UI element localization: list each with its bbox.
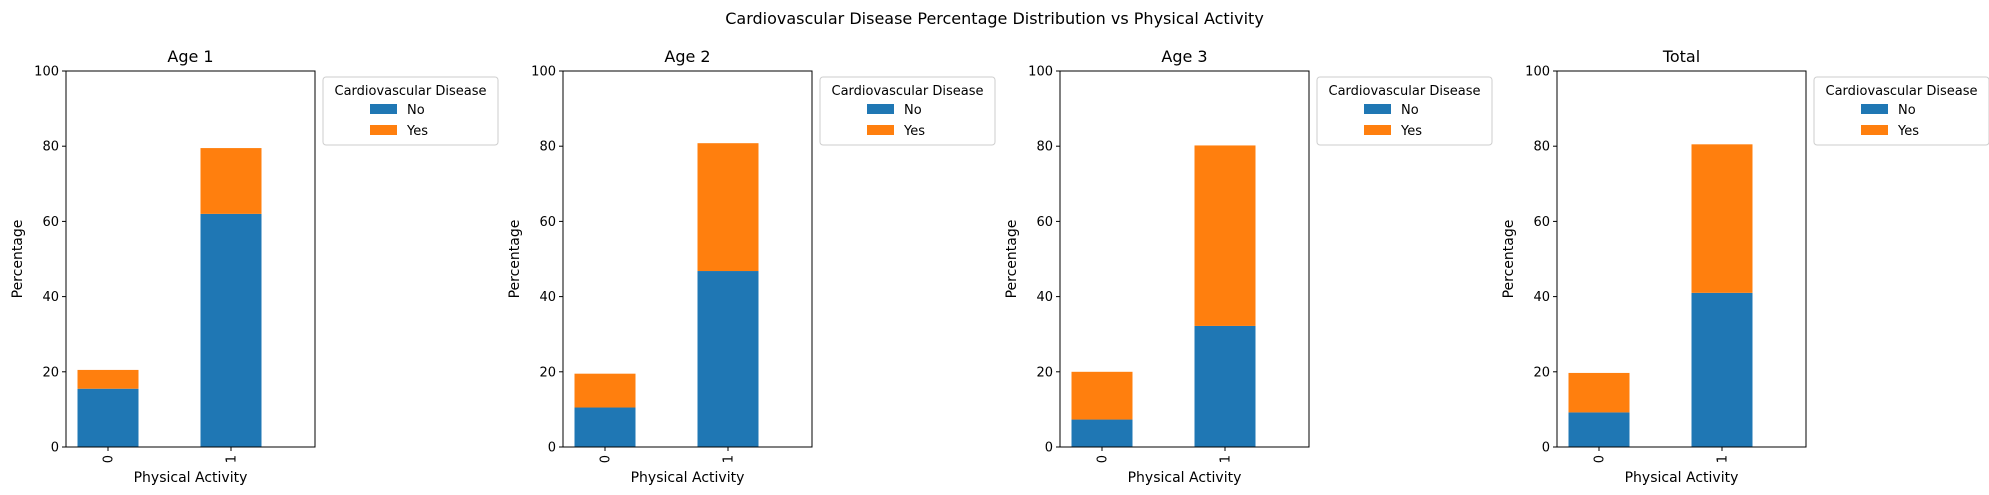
bar-no-0	[1568, 412, 1630, 447]
x-tick-label: 1	[225, 455, 240, 463]
y-axis-label: Percentage	[1501, 220, 1517, 299]
y-tick-label: 80	[539, 140, 556, 155]
y-tick-label: 20	[1533, 365, 1550, 380]
axes-frame	[562, 70, 813, 448]
panel-title: Age 1	[167, 47, 213, 66]
y-tick-label: 80	[1036, 140, 1053, 155]
axes-frame	[1556, 70, 1807, 448]
bar-yes-1	[200, 148, 262, 214]
legend-label-no: No	[1898, 103, 1916, 118]
legend-title: Cardiovascular Disease	[832, 84, 984, 99]
x-tick-label: 1	[1716, 455, 1731, 463]
bar-yes-0	[1568, 372, 1630, 413]
y-tick-label: 20	[539, 365, 556, 380]
x-tick-label: 1	[722, 455, 737, 463]
bar-yes-1	[697, 143, 759, 272]
legend-swatch-no	[867, 104, 894, 114]
panel-2: 0 20 40 60 80 100 0 1 Physical Activity Percentag…	[507, 47, 996, 486]
x-axis-label: Physical Activity	[1625, 470, 1739, 486]
axes-frame	[1059, 70, 1310, 448]
legend-title: Cardiovascular Disease	[1329, 84, 1481, 99]
y-tick-label: 40	[1533, 290, 1550, 305]
x-tick-label: 1	[1219, 455, 1234, 463]
figure-title: Cardiovascular Disease Percentage Distri…	[725, 9, 1264, 28]
y-tick-label: 60	[42, 215, 59, 230]
legend-swatch-yes	[867, 125, 894, 135]
panel-4: 0 20 40 60 80 100 0 1 Physical Activity Percentag…	[1501, 47, 1989, 486]
bar-yes-1	[1194, 145, 1256, 326]
y-tick-label: 0	[51, 441, 59, 456]
x-tick-label: 0	[599, 455, 614, 463]
bar-yes-0	[1071, 371, 1133, 420]
panel-title: Age 3	[1161, 47, 1207, 66]
legend-swatch-yes	[370, 125, 397, 135]
bar-no-0	[574, 407, 636, 447]
bar-yes-0	[77, 369, 139, 389]
legend-label-yes: Yes	[1897, 124, 1919, 139]
x-tick-label: 0	[1096, 455, 1111, 463]
legend-label-no: No	[904, 103, 922, 118]
y-tick-label: 0	[1045, 441, 1053, 456]
y-tick-label: 80	[42, 140, 59, 155]
y-tick-label: 60	[539, 215, 556, 230]
legend-label-no: No	[407, 103, 425, 118]
bar-yes-0	[574, 373, 636, 408]
legend-box	[819, 76, 996, 146]
legend-box	[1316, 76, 1493, 146]
legend-box	[322, 76, 499, 146]
y-tick-label: 100	[1028, 65, 1053, 80]
bar-no-1	[200, 213, 262, 447]
legend-title: Cardiovascular Disease	[1826, 84, 1978, 99]
y-axis-label: Percentage	[1004, 220, 1020, 299]
y-tick-label: 20	[1036, 365, 1053, 380]
legend-swatch-yes	[1364, 125, 1391, 135]
y-tick-label: 40	[539, 290, 556, 305]
y-tick-label: 0	[548, 441, 556, 456]
x-axis-label: Physical Activity	[631, 470, 745, 486]
y-tick-label: 100	[34, 65, 59, 80]
legend-label-no: No	[1401, 103, 1419, 118]
bar-no-1	[1691, 292, 1753, 447]
legend-swatch-no	[1364, 104, 1391, 114]
bar-yes-1	[1691, 144, 1753, 293]
legend-swatch-yes	[1861, 125, 1888, 135]
x-axis-label: Physical Activity	[1128, 470, 1242, 486]
panel-1: 0 20 40 60 80 100 0 1 Physical Activity Percentag…	[10, 47, 499, 486]
axes-frame	[65, 70, 316, 448]
y-tick-label: 100	[531, 65, 556, 80]
legend-swatch-no	[1861, 104, 1888, 114]
y-axis-label: Percentage	[10, 220, 26, 299]
y-tick-label: 0	[1542, 441, 1550, 456]
legend-title: Cardiovascular Disease	[335, 84, 487, 99]
y-tick-label: 60	[1533, 215, 1550, 230]
x-axis-label: Physical Activity	[134, 470, 248, 486]
x-tick-label: 0	[1593, 455, 1608, 463]
panel-title: Age 2	[664, 47, 710, 66]
x-tick-label: 0	[102, 455, 117, 463]
panel-3: 0 20 40 60 80 100 0 1 Physical Activity Percentag…	[1004, 47, 1493, 486]
y-axis-label: Percentage	[507, 220, 523, 299]
legend-swatch-no	[370, 104, 397, 114]
y-tick-label: 40	[1036, 290, 1053, 305]
bar-no-1	[697, 271, 759, 447]
legend-label-yes: Yes	[1400, 124, 1422, 139]
panel-title: Total	[1662, 47, 1700, 66]
legend-box	[1813, 76, 1989, 146]
legend-label-yes: Yes	[903, 124, 925, 139]
legend-label-yes: Yes	[406, 124, 428, 139]
bar-no-0	[77, 388, 139, 447]
y-tick-label: 60	[1036, 215, 1053, 230]
bar-no-1	[1194, 325, 1256, 447]
y-tick-label: 100	[1525, 65, 1550, 80]
y-tick-label: 20	[42, 365, 59, 380]
y-tick-label: 80	[1533, 140, 1550, 155]
y-tick-label: 40	[42, 290, 59, 305]
bar-no-0	[1071, 419, 1133, 447]
